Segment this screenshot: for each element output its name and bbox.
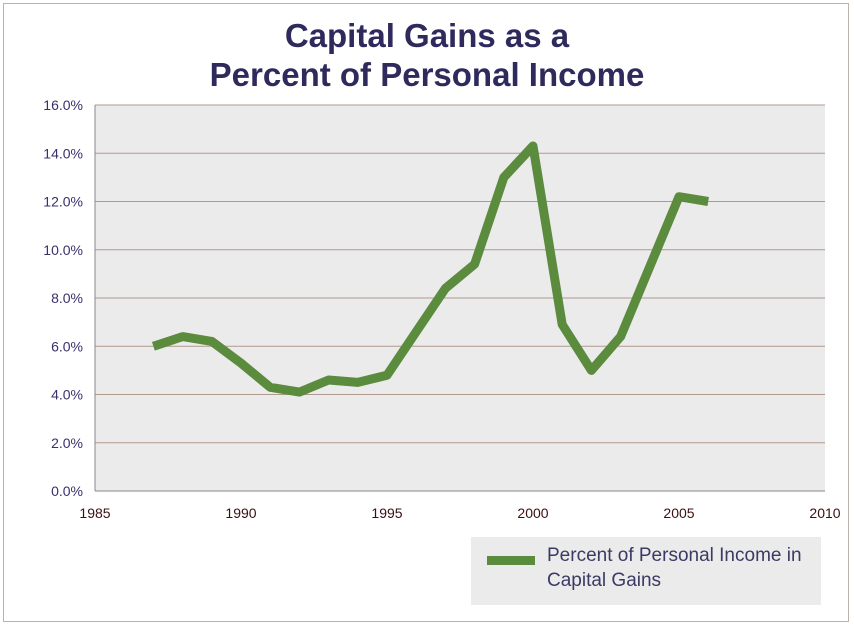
y-tick-label: 16.0% — [43, 97, 83, 113]
series-group — [151, 141, 709, 397]
x-tick-label: 1995 — [371, 505, 402, 521]
gridlines — [95, 104, 825, 444]
y-tick-label: 6.0% — [51, 338, 83, 354]
y-tick-label: 2.0% — [51, 435, 83, 451]
axes — [94, 105, 825, 492]
series-line — [151, 141, 709, 397]
legend-swatch — [487, 556, 535, 565]
y-tick-label: 10.0% — [43, 242, 83, 258]
y-tick-label: 4.0% — [51, 387, 83, 403]
x-tick-label: 1985 — [79, 505, 110, 521]
chart-title-line1: Capital Gains as a — [284, 17, 570, 54]
x-tick-label: 2010 — [809, 505, 840, 521]
y-tick-label: 14.0% — [43, 145, 83, 161]
x-axis-ticks: 1985 1990 1995 2000 2005 2010 — [79, 505, 840, 521]
x-tick-label: 1990 — [225, 505, 256, 521]
legend: Percent of Personal Income in Capital Ga… — [471, 537, 821, 605]
legend-label: Percent of Personal Income in Capital Ga… — [547, 545, 802, 591]
x-tick-label: 2000 — [517, 505, 548, 521]
y-tick-label: 8.0% — [51, 290, 83, 306]
y-tick-label: 0.0% — [51, 483, 83, 499]
chart-title-line2: Percent of Personal Income — [209, 56, 645, 93]
x-tick-label: 2005 — [663, 505, 694, 521]
y-axis-ticks: 0.0% 2.0% 4.0% 6.0% 8.0% 10.0% 12.0% 14.0% 16.0% — [43, 97, 83, 499]
y-tick-label: 12.0% — [43, 194, 83, 210]
